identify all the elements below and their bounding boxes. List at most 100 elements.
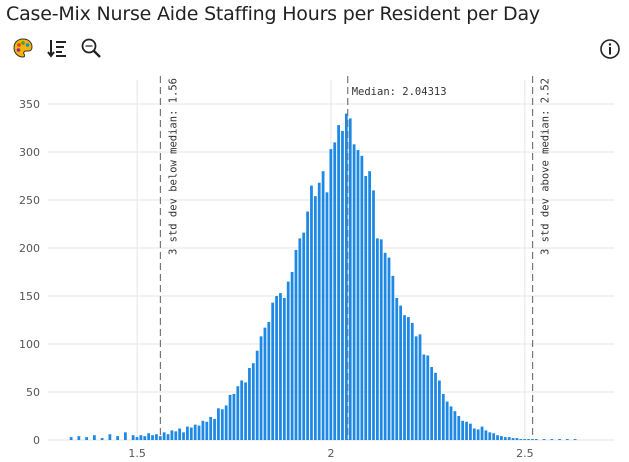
histogram-bar[interactable] <box>414 336 418 440</box>
histogram-bar[interactable] <box>364 176 368 440</box>
histogram-bar[interactable] <box>224 405 228 440</box>
histogram-bar[interactable] <box>131 435 135 440</box>
histogram-bar[interactable] <box>92 435 96 440</box>
histogram-bar[interactable] <box>391 275 395 440</box>
histogram-bar[interactable] <box>77 436 81 440</box>
histogram-bar[interactable] <box>329 149 333 440</box>
histogram-bar[interactable] <box>360 155 364 440</box>
histogram-bar[interactable] <box>507 437 511 440</box>
histogram-bar[interactable] <box>147 433 151 440</box>
histogram-bar[interactable] <box>143 436 147 440</box>
histogram-bar[interactable] <box>461 420 465 440</box>
histogram-bar[interactable] <box>232 393 236 440</box>
histogram-bar[interactable] <box>387 257 391 440</box>
histogram-bar[interactable] <box>519 439 523 440</box>
histogram-bar[interactable] <box>515 438 519 440</box>
histogram-bar[interactable] <box>244 382 247 440</box>
histogram-bar[interactable] <box>484 430 488 440</box>
histogram-bar[interactable] <box>399 305 403 440</box>
histogram-bar[interactable] <box>151 435 154 440</box>
histogram-bar[interactable] <box>492 433 496 440</box>
histogram-bar[interactable] <box>418 334 422 440</box>
histogram-bar[interactable] <box>356 150 360 440</box>
histogram-bar[interactable] <box>271 302 275 440</box>
histogram-bar[interactable] <box>503 437 507 440</box>
histogram-bar[interactable] <box>259 336 263 440</box>
histogram-bar[interactable] <box>317 182 321 440</box>
histogram-bar[interactable] <box>558 439 561 440</box>
histogram-bar[interactable] <box>217 408 220 440</box>
histogram-bar[interactable] <box>550 439 554 440</box>
histogram-bar[interactable] <box>310 185 313 440</box>
histogram-bar[interactable] <box>248 368 251 440</box>
histogram-bar[interactable] <box>286 281 290 440</box>
sort-icon[interactable] <box>44 35 70 61</box>
zoom-icon[interactable] <box>78 35 104 61</box>
histogram-bar[interactable] <box>166 434 170 440</box>
histogram-bar[interactable] <box>445 401 449 440</box>
histogram-bar[interactable] <box>282 297 286 440</box>
histogram-bar[interactable] <box>523 439 527 440</box>
histogram-bar[interactable] <box>201 420 205 440</box>
histogram-bar[interactable] <box>333 142 337 440</box>
histogram-bar[interactable] <box>100 438 104 440</box>
histogram-bar[interactable] <box>395 297 399 440</box>
histogram-bar[interactable] <box>313 196 317 440</box>
histogram-bar[interactable] <box>368 171 372 440</box>
histogram-bar[interactable] <box>162 432 166 440</box>
histogram-bar[interactable] <box>325 192 329 440</box>
histogram-bar[interactable] <box>480 426 484 440</box>
histogram-bar[interactable] <box>410 322 414 440</box>
histogram-bar[interactable] <box>135 437 139 440</box>
histogram-bar[interactable] <box>158 436 162 440</box>
histogram-bar[interactable] <box>449 406 453 440</box>
histogram-bar[interactable] <box>403 315 406 440</box>
histogram-bar[interactable] <box>372 190 375 440</box>
histogram-bar[interactable] <box>155 434 158 440</box>
histogram-bar[interactable] <box>434 372 437 440</box>
histogram-bar[interactable] <box>294 249 298 440</box>
histogram-bar[interactable] <box>472 428 476 440</box>
histogram-bar[interactable] <box>379 239 383 440</box>
histogram-bar[interactable] <box>213 418 216 440</box>
histogram-bar[interactable] <box>182 432 185 440</box>
histogram-bar[interactable] <box>341 130 344 440</box>
info-icon[interactable] <box>599 38 621 60</box>
histogram-bar[interactable] <box>139 435 143 440</box>
histogram-bar[interactable] <box>236 386 240 440</box>
histogram-bar[interactable] <box>348 118 352 441</box>
histogram-bar[interactable] <box>441 393 445 440</box>
histogram-bar[interactable] <box>123 432 127 440</box>
histogram-bar[interactable] <box>197 425 201 440</box>
histogram-bar[interactable] <box>205 421 209 440</box>
histogram-bar[interactable] <box>228 394 232 440</box>
histogram-bar[interactable] <box>240 380 244 440</box>
histogram-bar[interactable] <box>527 439 530 440</box>
histogram-bar[interactable] <box>465 421 468 440</box>
histogram-bar[interactable] <box>375 238 379 440</box>
histogram-bar[interactable] <box>302 232 306 440</box>
histogram-bar[interactable] <box>263 327 267 440</box>
histogram-bar[interactable] <box>511 438 515 440</box>
histogram-bar[interactable] <box>178 428 182 440</box>
histogram-bar[interactable] <box>453 411 457 440</box>
histogram-bar[interactable] <box>251 363 255 440</box>
histogram-bar[interactable] <box>298 238 302 440</box>
histogram-bar[interactable] <box>496 435 499 440</box>
histogram-bar[interactable] <box>352 144 356 440</box>
histogram-bar[interactable] <box>344 113 348 440</box>
histogram-bar[interactable] <box>476 429 480 440</box>
histogram-bar[interactable] <box>193 424 197 440</box>
histogram-bar[interactable] <box>438 380 441 440</box>
histogram-bar[interactable] <box>469 423 472 440</box>
histogram-bar[interactable] <box>189 427 193 440</box>
histogram-bar[interactable] <box>220 409 224 440</box>
histogram-bar[interactable] <box>422 354 426 440</box>
histogram-bar[interactable] <box>573 439 577 440</box>
histogram-bar[interactable] <box>209 416 213 440</box>
histogram-bar[interactable] <box>170 430 174 440</box>
histogram-bar[interactable] <box>290 272 294 440</box>
histogram-bar[interactable] <box>255 350 259 440</box>
histogram-bar[interactable] <box>279 293 282 440</box>
histogram-bar[interactable] <box>85 437 89 440</box>
